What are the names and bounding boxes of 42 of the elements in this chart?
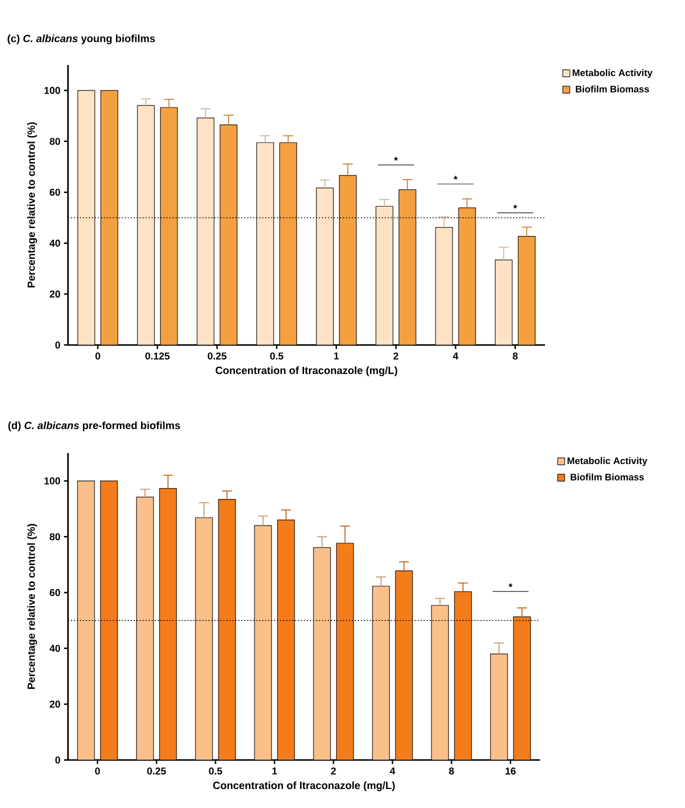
legend-label: Biofilm Biomass xyxy=(576,85,649,92)
x-axis-title: Concentration of Itraconazole (mg/L) xyxy=(213,781,395,792)
x-tick-label: 0 xyxy=(95,768,100,775)
y-axis-title: Percentage relative to control (%) xyxy=(27,524,38,689)
x-tick-label: 1 xyxy=(272,767,277,774)
chart-title: (c) C. albicans young biofilms xyxy=(8,34,155,44)
x-tick-label: 8 xyxy=(512,352,518,360)
legend-label: Metabolic Activity xyxy=(572,69,652,78)
legend-label: Biofilm Biomass xyxy=(570,474,644,480)
x-tick-label: 4 xyxy=(390,767,396,774)
y-axis-title: Percentage relative to control (%) xyxy=(27,122,38,288)
y-tick-label: 60 xyxy=(50,188,60,196)
y-tick-label: 100 xyxy=(44,86,60,94)
y-tick-label: 40 xyxy=(50,644,60,652)
x-tick-label: 0.125 xyxy=(145,352,170,360)
y-tick-label: 0 xyxy=(55,341,60,349)
chart-title: (d) C. albicans pre-formed biofilms xyxy=(8,421,180,432)
annotation: * xyxy=(513,204,518,208)
x-tick-label: 4 xyxy=(452,352,458,360)
y-tick-label: 80 xyxy=(50,533,60,540)
x-tick-label: 2 xyxy=(394,352,398,360)
x-tick-label: 16 xyxy=(506,768,516,775)
annotation: * xyxy=(508,583,512,588)
y-tick-label: 0 xyxy=(55,756,60,764)
y-tick-label: 60 xyxy=(50,589,60,596)
legend-label: Metabolic Activity xyxy=(568,457,648,466)
x-tick-label: 1 xyxy=(334,352,339,360)
x-tick-label: 0.25 xyxy=(147,768,166,775)
annotation: * xyxy=(454,176,458,180)
x-tick-label: 0.5 xyxy=(270,352,284,360)
y-tick-label: 20 xyxy=(50,290,60,298)
y-tick-label: 40 xyxy=(50,240,60,247)
x-axis-title: Concentration of Itraconazole (mg/L) xyxy=(216,366,398,376)
y-tick-label: 100 xyxy=(44,477,60,484)
x-tick-label: 2 xyxy=(331,768,336,774)
annotation: * xyxy=(394,156,398,161)
y-tick-label: 80 xyxy=(50,138,60,145)
x-tick-label: 8 xyxy=(449,768,454,775)
x-tick-label: 0.25 xyxy=(208,352,226,360)
y-tick-label: 20 xyxy=(50,700,60,708)
x-tick-label: 0 xyxy=(95,352,100,360)
x-tick-label: 0.5 xyxy=(208,768,222,775)
